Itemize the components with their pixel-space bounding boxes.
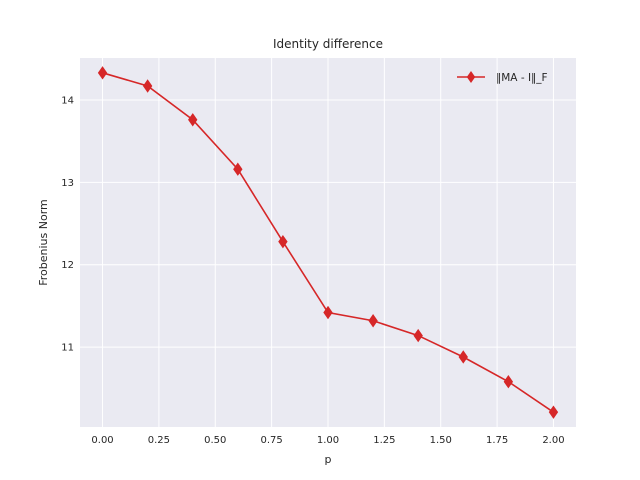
data-point-marker — [503, 375, 514, 389]
x-tick-label: 1.25 — [373, 435, 395, 446]
data-point-marker — [97, 66, 108, 80]
data-point-marker — [142, 79, 153, 93]
x-tick-label: 0.50 — [204, 435, 226, 446]
data-point-marker — [278, 234, 288, 249]
x-tick-label: 1.00 — [317, 435, 339, 446]
y-tick-label: 14 — [61, 96, 74, 107]
legend: ‖MA - I‖_F — [457, 71, 548, 84]
x-tick-label: 0.75 — [261, 435, 283, 446]
y-axis-label: Frobenius Norm — [37, 199, 50, 286]
data-point-marker — [413, 328, 423, 343]
y-tick-labels: 11 12 13 14 — [61, 96, 74, 354]
legend-marker-diamond — [466, 71, 476, 83]
legend-label: ‖MA - I‖_F — [496, 72, 548, 84]
grid-lines — [80, 58, 576, 427]
y-tick-label: 11 — [61, 343, 74, 354]
y-tick-label: 12 — [61, 260, 74, 271]
data-point-marker — [458, 350, 468, 364]
x-tick-label: 1.75 — [486, 435, 508, 446]
data-point-marker — [548, 405, 559, 419]
x-axis-label: p — [325, 453, 332, 466]
x-tick-label: 1.50 — [430, 435, 452, 446]
chart-title: Identity difference — [273, 37, 383, 51]
data-point-marker — [323, 305, 333, 320]
data-point-marker — [233, 162, 243, 176]
y-tick-label: 13 — [61, 178, 74, 189]
x-tick-labels: 0.00 0.25 0.50 0.75 1.00 1.25 1.50 1.75 2.00 — [91, 435, 564, 446]
data-point-marker — [188, 113, 198, 127]
x-tick-label: 2.00 — [542, 435, 564, 446]
data-point-marker — [368, 314, 378, 328]
x-tick-label: 0.00 — [91, 435, 113, 446]
series-group — [97, 66, 559, 419]
x-tick-label: 0.25 — [148, 435, 170, 446]
